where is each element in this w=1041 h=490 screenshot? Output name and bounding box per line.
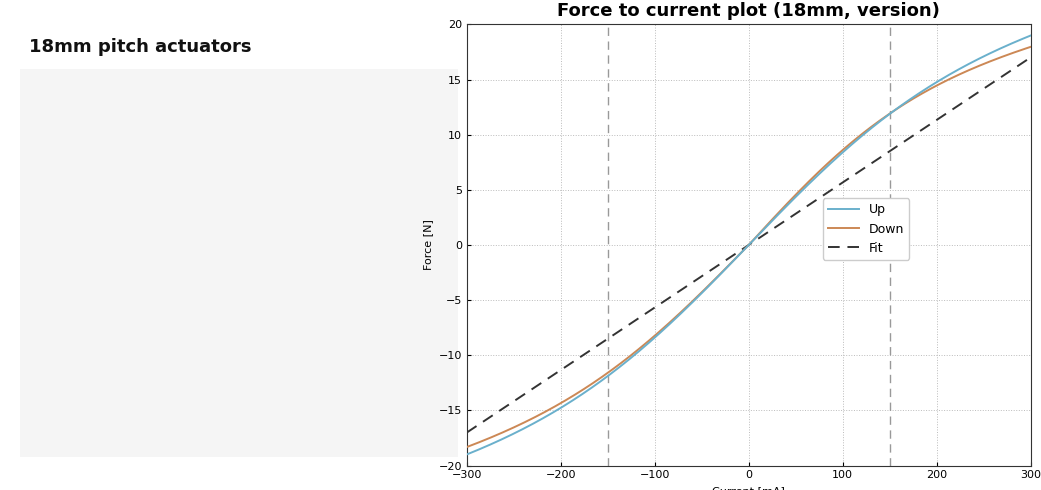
Bar — [20, 69, 458, 457]
Down — [888, 107, 900, 113]
X-axis label: Current [mA]: Current [mA] — [712, 486, 785, 490]
Up — [496, 437, 508, 442]
Down — [788, 194, 801, 199]
Legend: Up, Down, Fit: Up, Down, Fit — [822, 198, 909, 260]
Down — [496, 430, 508, 436]
Up — [888, 107, 900, 113]
Up — [1024, 33, 1037, 39]
Y-axis label: Force [N]: Force [N] — [423, 220, 433, 270]
Fit — [888, 145, 900, 151]
Fit — [496, 407, 508, 413]
Line: Up: Up — [466, 36, 1031, 454]
Line: Fit: Fit — [466, 57, 1031, 433]
Fit — [946, 107, 959, 113]
Fit — [819, 191, 832, 196]
Up — [946, 70, 959, 76]
Text: 18mm pitch actuators: 18mm pitch actuators — [29, 38, 251, 56]
Title: Force to current plot (18mm, version): Force to current plot (18mm, version) — [557, 2, 940, 20]
Fit — [460, 430, 473, 436]
Fit — [1024, 54, 1037, 60]
Up — [803, 181, 815, 187]
Fit — [788, 212, 801, 218]
Up — [460, 451, 473, 457]
Fit — [803, 202, 815, 208]
Up — [819, 165, 832, 171]
Down — [946, 75, 959, 81]
Line: Down: Down — [466, 47, 1031, 447]
Down — [460, 444, 473, 450]
Down — [819, 162, 832, 168]
Down — [1024, 44, 1037, 50]
Down — [803, 178, 815, 184]
Up — [788, 196, 801, 201]
